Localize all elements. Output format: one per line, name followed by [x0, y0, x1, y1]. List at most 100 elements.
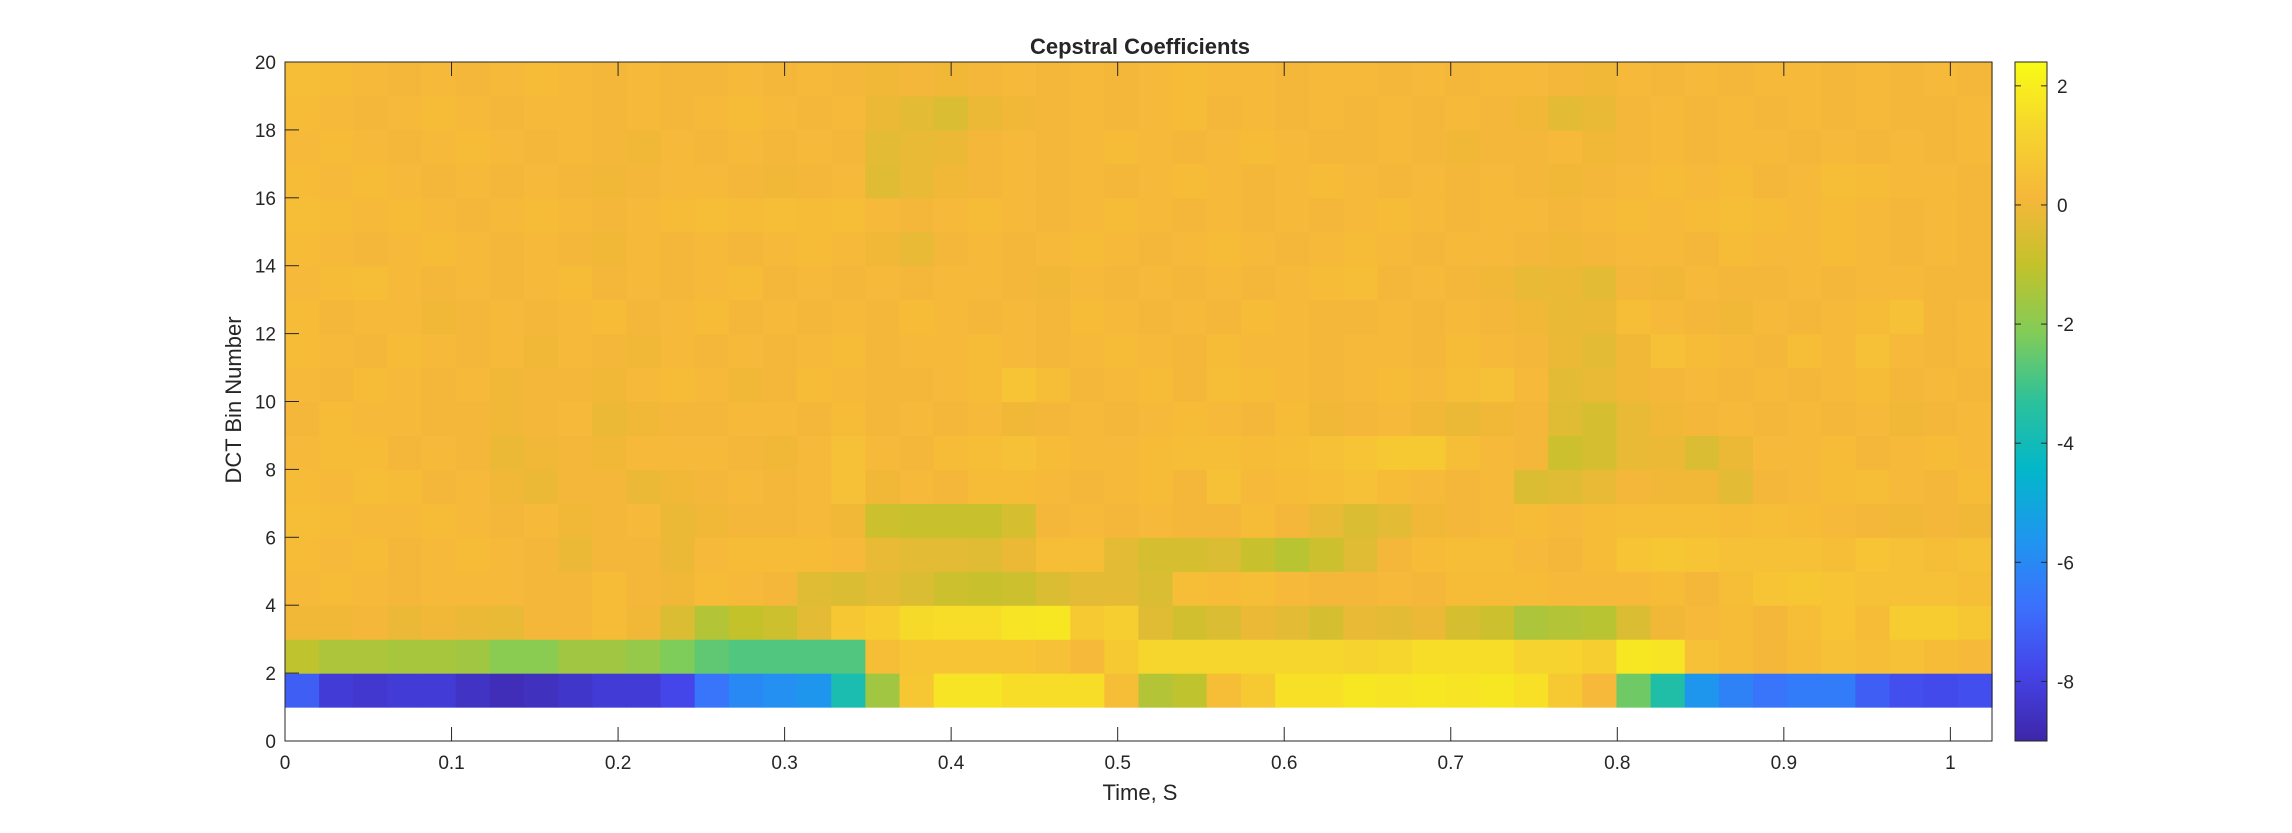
heatmap-cell: [1206, 605, 1242, 640]
heatmap-cell: [1582, 571, 1618, 606]
heatmap-cell: [1957, 299, 1993, 335]
heatmap-cell: [728, 333, 764, 369]
heatmap-cell: [1787, 299, 1822, 335]
heatmap-cell: [387, 333, 423, 369]
heatmap-cell: [1206, 401, 1242, 437]
heatmap-cell: [660, 401, 696, 437]
heatmap-cell: [285, 401, 320, 437]
heatmap-cell: [1855, 401, 1891, 437]
heatmap-cell: [1889, 639, 1925, 674]
heatmap-cell: [899, 639, 935, 674]
heatmap-cell: [1411, 571, 1447, 606]
x-tick-label: 0.6: [1271, 753, 1297, 774]
colorbar-tick-label: 0: [2057, 196, 2068, 217]
heatmap-cell: [1616, 95, 1652, 131]
heatmap-cell: [1070, 197, 1105, 233]
heatmap-cell: [421, 299, 457, 335]
heatmap-cell: [728, 163, 764, 199]
x-tick-label: 0.8: [1604, 753, 1630, 774]
heatmap-cell: [1036, 333, 1071, 369]
heatmap-cell: [1548, 163, 1583, 199]
heatmap-cell: [1001, 95, 1037, 131]
heatmap-cell: [899, 401, 935, 437]
heatmap-cell: [1582, 333, 1618, 369]
heatmap-cell: [1070, 333, 1105, 369]
heatmap-cell: [489, 62, 525, 97]
heatmap-cell: [592, 537, 627, 572]
heatmap-cell: [1001, 367, 1037, 403]
heatmap-cell: [319, 401, 354, 437]
heatmap-cell: [1070, 367, 1105, 403]
heatmap-cell: [728, 299, 764, 335]
heatmap-cell: [1070, 129, 1105, 165]
heatmap-cell: [489, 503, 525, 538]
heatmap-cell: [1684, 435, 1720, 470]
heatmap-cell: [1821, 605, 1857, 640]
heatmap-cell: [728, 401, 764, 437]
heatmap-cell: [1138, 605, 1174, 640]
heatmap-cell: [1036, 401, 1071, 437]
heatmap-cell: [1514, 673, 1549, 708]
heatmap-cell: [1206, 639, 1242, 674]
heatmap-cell: [1821, 299, 1857, 335]
heatmap-cell: [558, 673, 593, 708]
heatmap-cell: [353, 503, 389, 538]
heatmap-cell: [1411, 299, 1447, 335]
heatmap-cell: [1787, 605, 1822, 640]
heatmap-cell: [1070, 469, 1105, 504]
heatmap-cell: [1070, 163, 1105, 199]
heatmap-cell: [1172, 333, 1208, 369]
heatmap-cell: [421, 571, 457, 606]
colorbar-tick-label: -4: [2057, 434, 2074, 455]
heatmap-cell: [1923, 537, 1959, 572]
heatmap-cell: [1684, 503, 1720, 538]
heatmap-cell: [694, 197, 730, 233]
heatmap-cell: [626, 129, 662, 165]
heatmap-cell: [1275, 503, 1310, 538]
heatmap-cell: [1001, 62, 1037, 97]
heatmap-cell: [421, 129, 457, 165]
heatmap-cell: [353, 435, 389, 470]
heatmap-cell: [933, 639, 969, 674]
heatmap-cell: [1138, 537, 1174, 572]
heatmap-cell: [967, 367, 1003, 403]
heatmap-cell: [592, 163, 627, 199]
x-axis-label: Time, S: [1103, 780, 1178, 805]
heatmap-cell: [865, 62, 901, 97]
y-tick-label: 12: [255, 325, 276, 346]
heatmap-cell: [1684, 62, 1720, 97]
heatmap-cell: [1036, 537, 1071, 572]
heatmap-cell: [1172, 265, 1208, 301]
heatmap-cell: [1616, 571, 1652, 606]
heatmap-cell: [899, 537, 935, 572]
x-tick-label: 0.7: [1438, 753, 1464, 774]
heatmap-cell: [1445, 163, 1481, 199]
heatmap-cell: [762, 333, 798, 369]
heatmap-cell: [1548, 639, 1583, 674]
heatmap-cell: [1616, 333, 1652, 369]
heatmap-cell: [1411, 197, 1447, 233]
heatmap-cell: [1650, 401, 1686, 437]
heatmap-cell: [1070, 231, 1105, 267]
heatmap-cell: [1309, 299, 1344, 335]
heatmap-cell: [285, 435, 320, 470]
heatmap-cell: [455, 469, 491, 504]
heatmap-cell: [319, 469, 354, 504]
heatmap-cell: [421, 639, 457, 674]
heatmap-cell: [353, 639, 389, 674]
heatmap-cell: [489, 571, 525, 606]
heatmap-cell: [660, 299, 696, 335]
heatmap-cell: [353, 231, 389, 267]
heatmap-cell: [1923, 62, 1959, 97]
heatmap-cell: [1650, 95, 1686, 131]
heatmap-cell: [1206, 537, 1242, 572]
y-tick-label: 16: [255, 189, 276, 210]
heatmap-cell: [933, 95, 969, 131]
heatmap-cell: [1855, 673, 1891, 708]
heatmap-cell: [660, 265, 696, 301]
heatmap-cell: [387, 367, 423, 403]
heatmap-cell: [1787, 435, 1822, 470]
heatmap-cell: [387, 197, 423, 233]
heatmap-cell: [1923, 401, 1959, 437]
heatmap-cell: [285, 503, 320, 538]
